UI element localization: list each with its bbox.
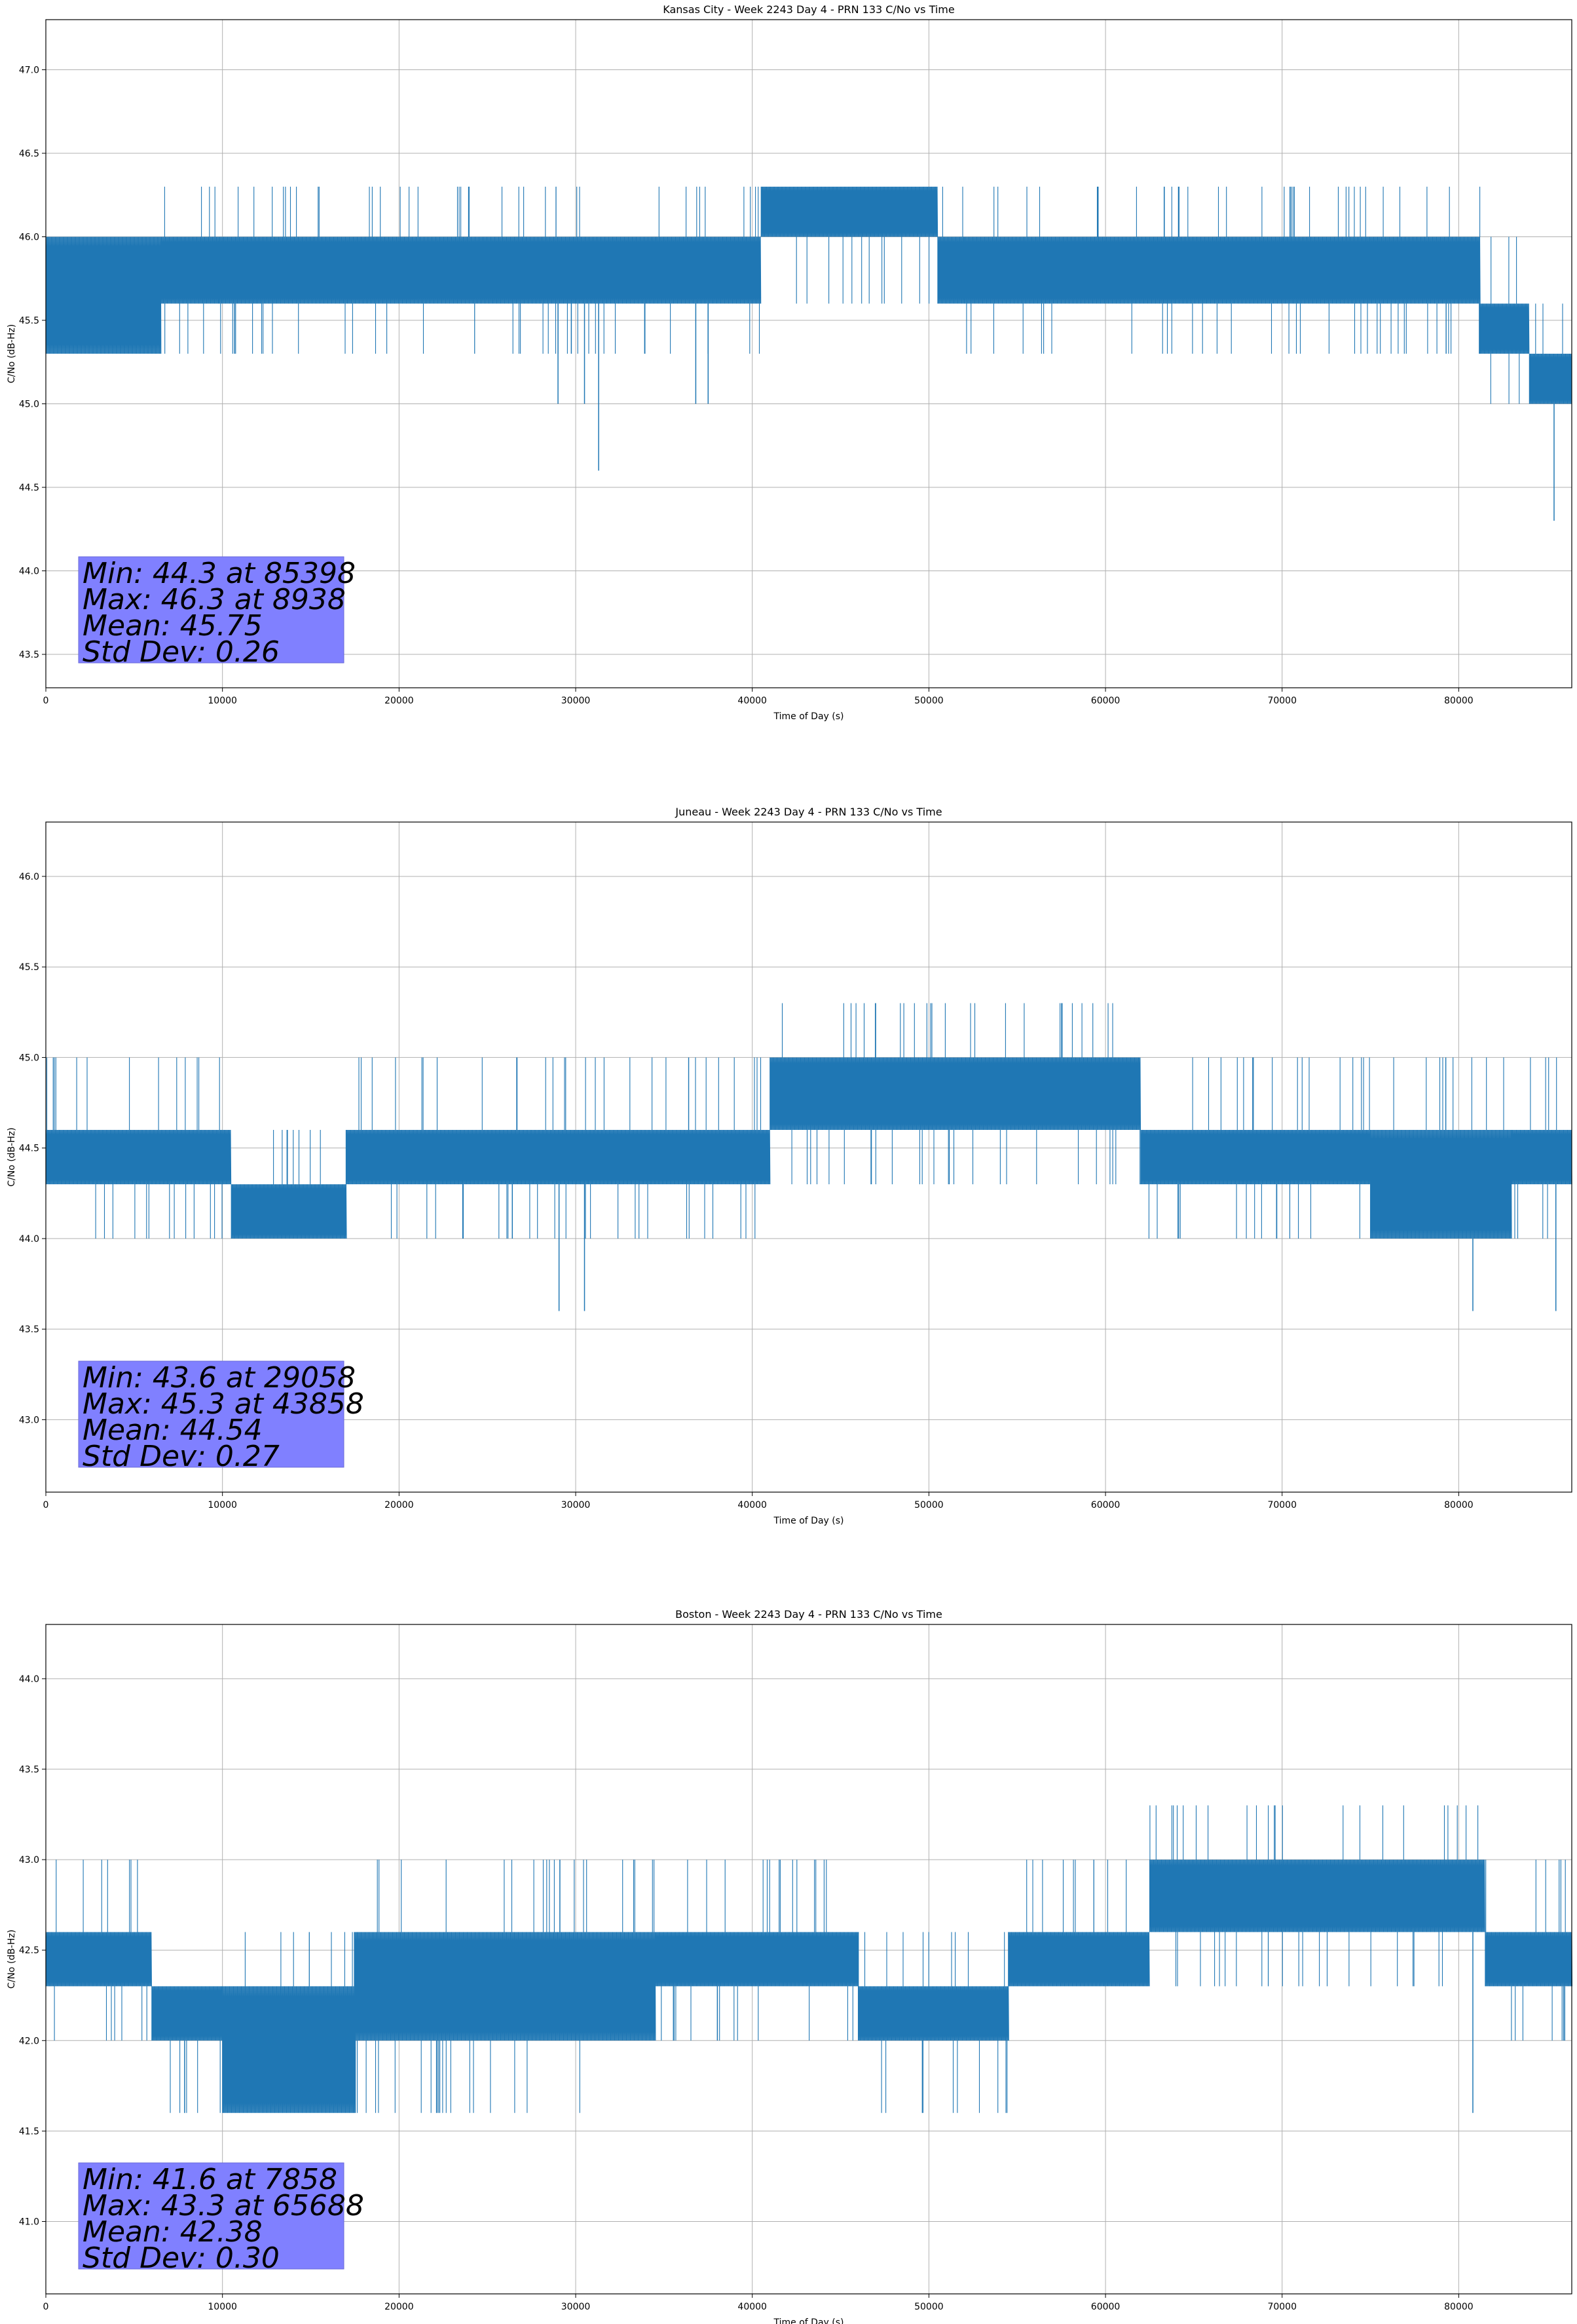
x-tick-label: 0 [43,2302,49,2312]
y-tick-label: 46.0 [19,872,39,882]
x-tick-label: 50000 [914,696,944,706]
stats-text: Min: 41.6 at 7858 [83,2163,337,2196]
x-tick-label: 50000 [914,1500,944,1510]
x-tick-label: 40000 [737,2302,767,2312]
x-tick-label: 30000 [561,696,591,706]
x-axis-label: Time of Day (s) [773,1516,844,1526]
y-tick-label: 43.5 [19,1765,39,1775]
y-tick-label: 44.5 [19,1144,39,1154]
y-tick-label: 43.5 [19,650,39,660]
chart-title: Boston - Week 2243 Day 4 - PRN 133 C/No … [675,1608,942,1621]
x-tick-label: 70000 [1267,1500,1297,1510]
stats-text: Max: 43.3 at 65688 [83,2189,364,2222]
stats-text: Std Dev: 0.30 [83,2241,280,2275]
chart-panel: Boston - Week 2243 Day 4 - PRN 133 C/No … [7,1608,1573,2324]
y-tick-label: 43.0 [19,1855,39,1865]
x-tick-label: 80000 [1444,1500,1474,1510]
x-tick-label: 0 [43,1500,49,1510]
x-tick-label: 0 [43,696,49,706]
x-tick-label: 50000 [914,2302,944,2312]
x-tick-label: 70000 [1267,696,1297,706]
stats-text: Mean: 42.38 [83,2215,263,2249]
stats-box [78,2162,344,2270]
y-axis-label: C/No (dB-Hz) [7,1930,17,1989]
y-tick-label: 46.5 [19,149,39,159]
stats-text: Max: 45.3 at 43858 [83,1387,364,1421]
stats-box [78,1360,344,1468]
y-tick-label: 45.5 [19,962,39,973]
x-tick-label: 30000 [561,1500,591,1510]
x-axis-label: Time of Day (s) [773,2317,844,2324]
stats-text: Mean: 44.54 [83,1414,263,1447]
stats-text: Min: 44.3 at 85398 [83,557,356,590]
stats-text: Min: 43.6 at 29058 [83,1361,356,1395]
y-axis-label: C/No (dB-Hz) [7,1127,17,1186]
x-tick-label: 30000 [561,2302,591,2312]
chart-title: Juneau - Week 2243 Day 4 - PRN 133 C/No … [675,806,942,818]
x-tick-label: 10000 [208,696,237,706]
y-tick-label: 42.5 [19,1945,39,1956]
plot-frame [45,821,1572,1493]
x-tick-label: 40000 [737,1500,767,1510]
x-tick-label: 20000 [384,1500,414,1510]
y-tick-label: 44.0 [19,1234,39,1245]
y-tick-label: 45.5 [19,316,39,326]
chart-panel: Juneau - Week 2243 Day 4 - PRN 133 C/No … [7,806,1572,1526]
stats-text: Max: 46.3 at 8938 [83,583,346,616]
y-tick-label: 44.0 [19,567,39,577]
plot-frame [45,19,1572,688]
y-tick-label: 41.5 [19,2126,39,2137]
x-axis-label: Time of Day (s) [773,711,844,722]
y-tick-label: 44.5 [19,483,39,493]
stats-text: Std Dev: 0.26 [83,635,280,669]
y-tick-label: 43.0 [19,1415,39,1425]
plot-frame [45,1624,1572,2295]
x-tick-label: 10000 [208,1500,237,1510]
y-tick-label: 44.0 [19,1674,39,1685]
cno-series-line [45,1003,1572,1239]
stats-box [78,556,344,664]
x-tick-label: 80000 [1444,696,1474,706]
chart-title: Kansas City - Week 2243 Day 4 - PRN 133 … [663,3,954,16]
y-tick-label: 45.0 [19,1053,39,1063]
x-tick-label: 10000 [208,2302,237,2312]
y-tick-label: 47.0 [19,66,39,76]
x-tick-label: 60000 [1091,2302,1121,2312]
stats-text: Std Dev: 0.27 [83,1440,280,1473]
stats-text: Mean: 45.75 [83,609,263,643]
y-tick-label: 46.0 [19,233,39,243]
x-tick-label: 20000 [384,696,414,706]
x-tick-label: 60000 [1091,1500,1121,1510]
y-axis-label: C/No (dB-Hz) [7,324,17,383]
y-tick-label: 41.0 [19,2217,39,2228]
x-tick-label: 60000 [1091,696,1121,706]
x-tick-label: 40000 [737,696,767,706]
chart-panel: Kansas City - Week 2243 Day 4 - PRN 133 … [7,3,1572,722]
cno-series-line [45,186,1572,404]
y-tick-label: 43.5 [19,1324,39,1335]
y-tick-label: 42.0 [19,2036,39,2046]
cno-series-line [45,1805,1573,2113]
y-tick-label: 45.0 [19,400,39,410]
x-tick-label: 70000 [1267,2302,1297,2312]
x-tick-label: 20000 [384,2302,414,2312]
x-tick-label: 80000 [1444,2302,1474,2312]
